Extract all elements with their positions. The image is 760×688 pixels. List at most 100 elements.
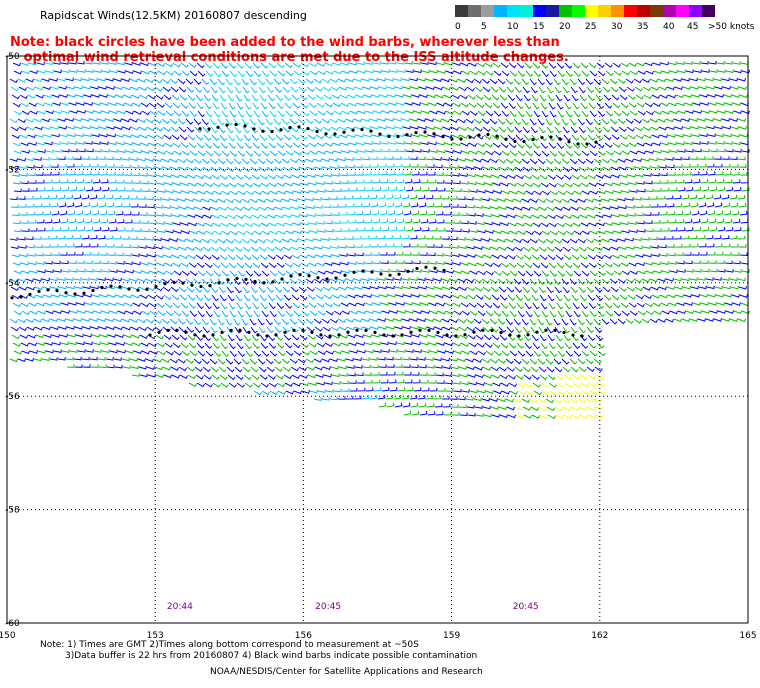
wind-barb — [234, 206, 243, 212]
wind-barb — [474, 205, 483, 209]
wind-barb — [195, 174, 204, 180]
wind-barb — [371, 293, 380, 298]
wind-barb — [36, 179, 45, 184]
wind-barb — [625, 318, 634, 325]
wind-barb — [493, 70, 502, 77]
wind-barb — [275, 94, 284, 102]
wind-barb — [508, 302, 517, 310]
wind-barb — [331, 294, 340, 299]
wind-barb — [490, 286, 499, 293]
wind-barb — [380, 301, 389, 306]
wind-barb — [459, 212, 468, 217]
wind-barb — [589, 70, 598, 77]
wind-barb — [68, 260, 77, 265]
wind-barb — [539, 174, 548, 180]
wind-barb — [203, 94, 211, 102]
wind-barb — [713, 156, 722, 160]
wind-barb — [19, 134, 28, 139]
wind-barb — [457, 118, 466, 124]
wind-barb — [93, 310, 102, 314]
wind-barb — [205, 70, 214, 77]
lat-label: -50 — [5, 52, 20, 62]
wind-barb — [609, 118, 618, 125]
wind-barb — [650, 165, 659, 169]
wind-barb — [76, 251, 84, 256]
wind-barb — [188, 222, 197, 227]
contamination-dot — [387, 134, 391, 138]
wind-barb — [139, 294, 148, 299]
wind-barb — [474, 126, 483, 132]
wind-barb — [274, 286, 283, 293]
wind-barb — [546, 406, 555, 412]
wind-barb — [397, 226, 406, 232]
wind-barb — [323, 294, 332, 300]
wind-barb — [44, 260, 53, 265]
wind-barb — [554, 166, 563, 173]
wind-barb — [163, 334, 172, 340]
wind-barb — [66, 364, 75, 368]
wind-barb — [149, 270, 158, 275]
wind-barb — [209, 158, 218, 165]
wind-barb — [505, 198, 514, 203]
wind-barb — [404, 102, 413, 106]
wind-barb — [481, 358, 490, 364]
wind-barb — [578, 366, 587, 373]
wind-barb — [372, 141, 381, 145]
wind-barb — [377, 235, 386, 240]
wind-barb — [690, 285, 699, 290]
legend-label: 45 — [687, 22, 699, 32]
wind-barb — [593, 78, 602, 85]
wind-barb — [113, 357, 122, 361]
wind-barb — [113, 118, 122, 123]
wind-barb — [338, 365, 347, 370]
wind-barb — [393, 277, 402, 281]
wind-barb — [411, 252, 420, 256]
wind-barb — [138, 204, 147, 208]
wind-barb — [372, 179, 381, 184]
wind-barb — [513, 278, 522, 285]
wind-barb — [115, 211, 124, 216]
wind-barb — [722, 125, 731, 130]
wind-barb — [450, 286, 459, 291]
wind-barb — [465, 196, 474, 201]
wind-barb — [650, 126, 659, 131]
wind-barb — [476, 221, 485, 226]
wind-barb — [561, 198, 570, 204]
wind-barb — [65, 356, 74, 361]
wind-barb — [18, 86, 27, 91]
wind-barb — [197, 150, 206, 157]
wind-barb — [653, 188, 662, 192]
wind-barb — [225, 318, 233, 326]
lon-label: 162 — [591, 631, 608, 641]
wind-barb — [237, 190, 246, 196]
wind-barb — [525, 350, 534, 357]
wind-barb — [340, 219, 349, 224]
wind-barb — [372, 379, 381, 384]
wind-barb — [17, 236, 26, 241]
wind-barb — [709, 226, 718, 232]
wind-barb — [236, 302, 244, 310]
wind-barb — [708, 60, 717, 65]
wind-barb — [677, 269, 686, 273]
wind-barb — [492, 222, 501, 226]
wind-barb — [585, 358, 594, 365]
wind-barb — [410, 285, 419, 290]
wind-barb — [677, 227, 686, 232]
wind-barb — [219, 294, 227, 302]
wind-barb — [125, 310, 134, 315]
wind-barb — [266, 246, 275, 252]
wind-barb — [145, 158, 154, 162]
wind-barb — [45, 149, 54, 153]
wind-barb — [386, 202, 395, 208]
wind-barb — [18, 204, 27, 208]
wind-barb — [732, 302, 741, 306]
wind-barb — [580, 382, 589, 388]
wind-barb — [92, 141, 101, 145]
wind-barb — [189, 350, 198, 357]
contamination-dot — [253, 279, 257, 284]
wind-barb — [379, 333, 388, 338]
wind-barb — [541, 310, 549, 318]
wind-barb — [564, 302, 572, 310]
wind-barb — [628, 62, 637, 67]
wind-barb — [290, 206, 299, 210]
